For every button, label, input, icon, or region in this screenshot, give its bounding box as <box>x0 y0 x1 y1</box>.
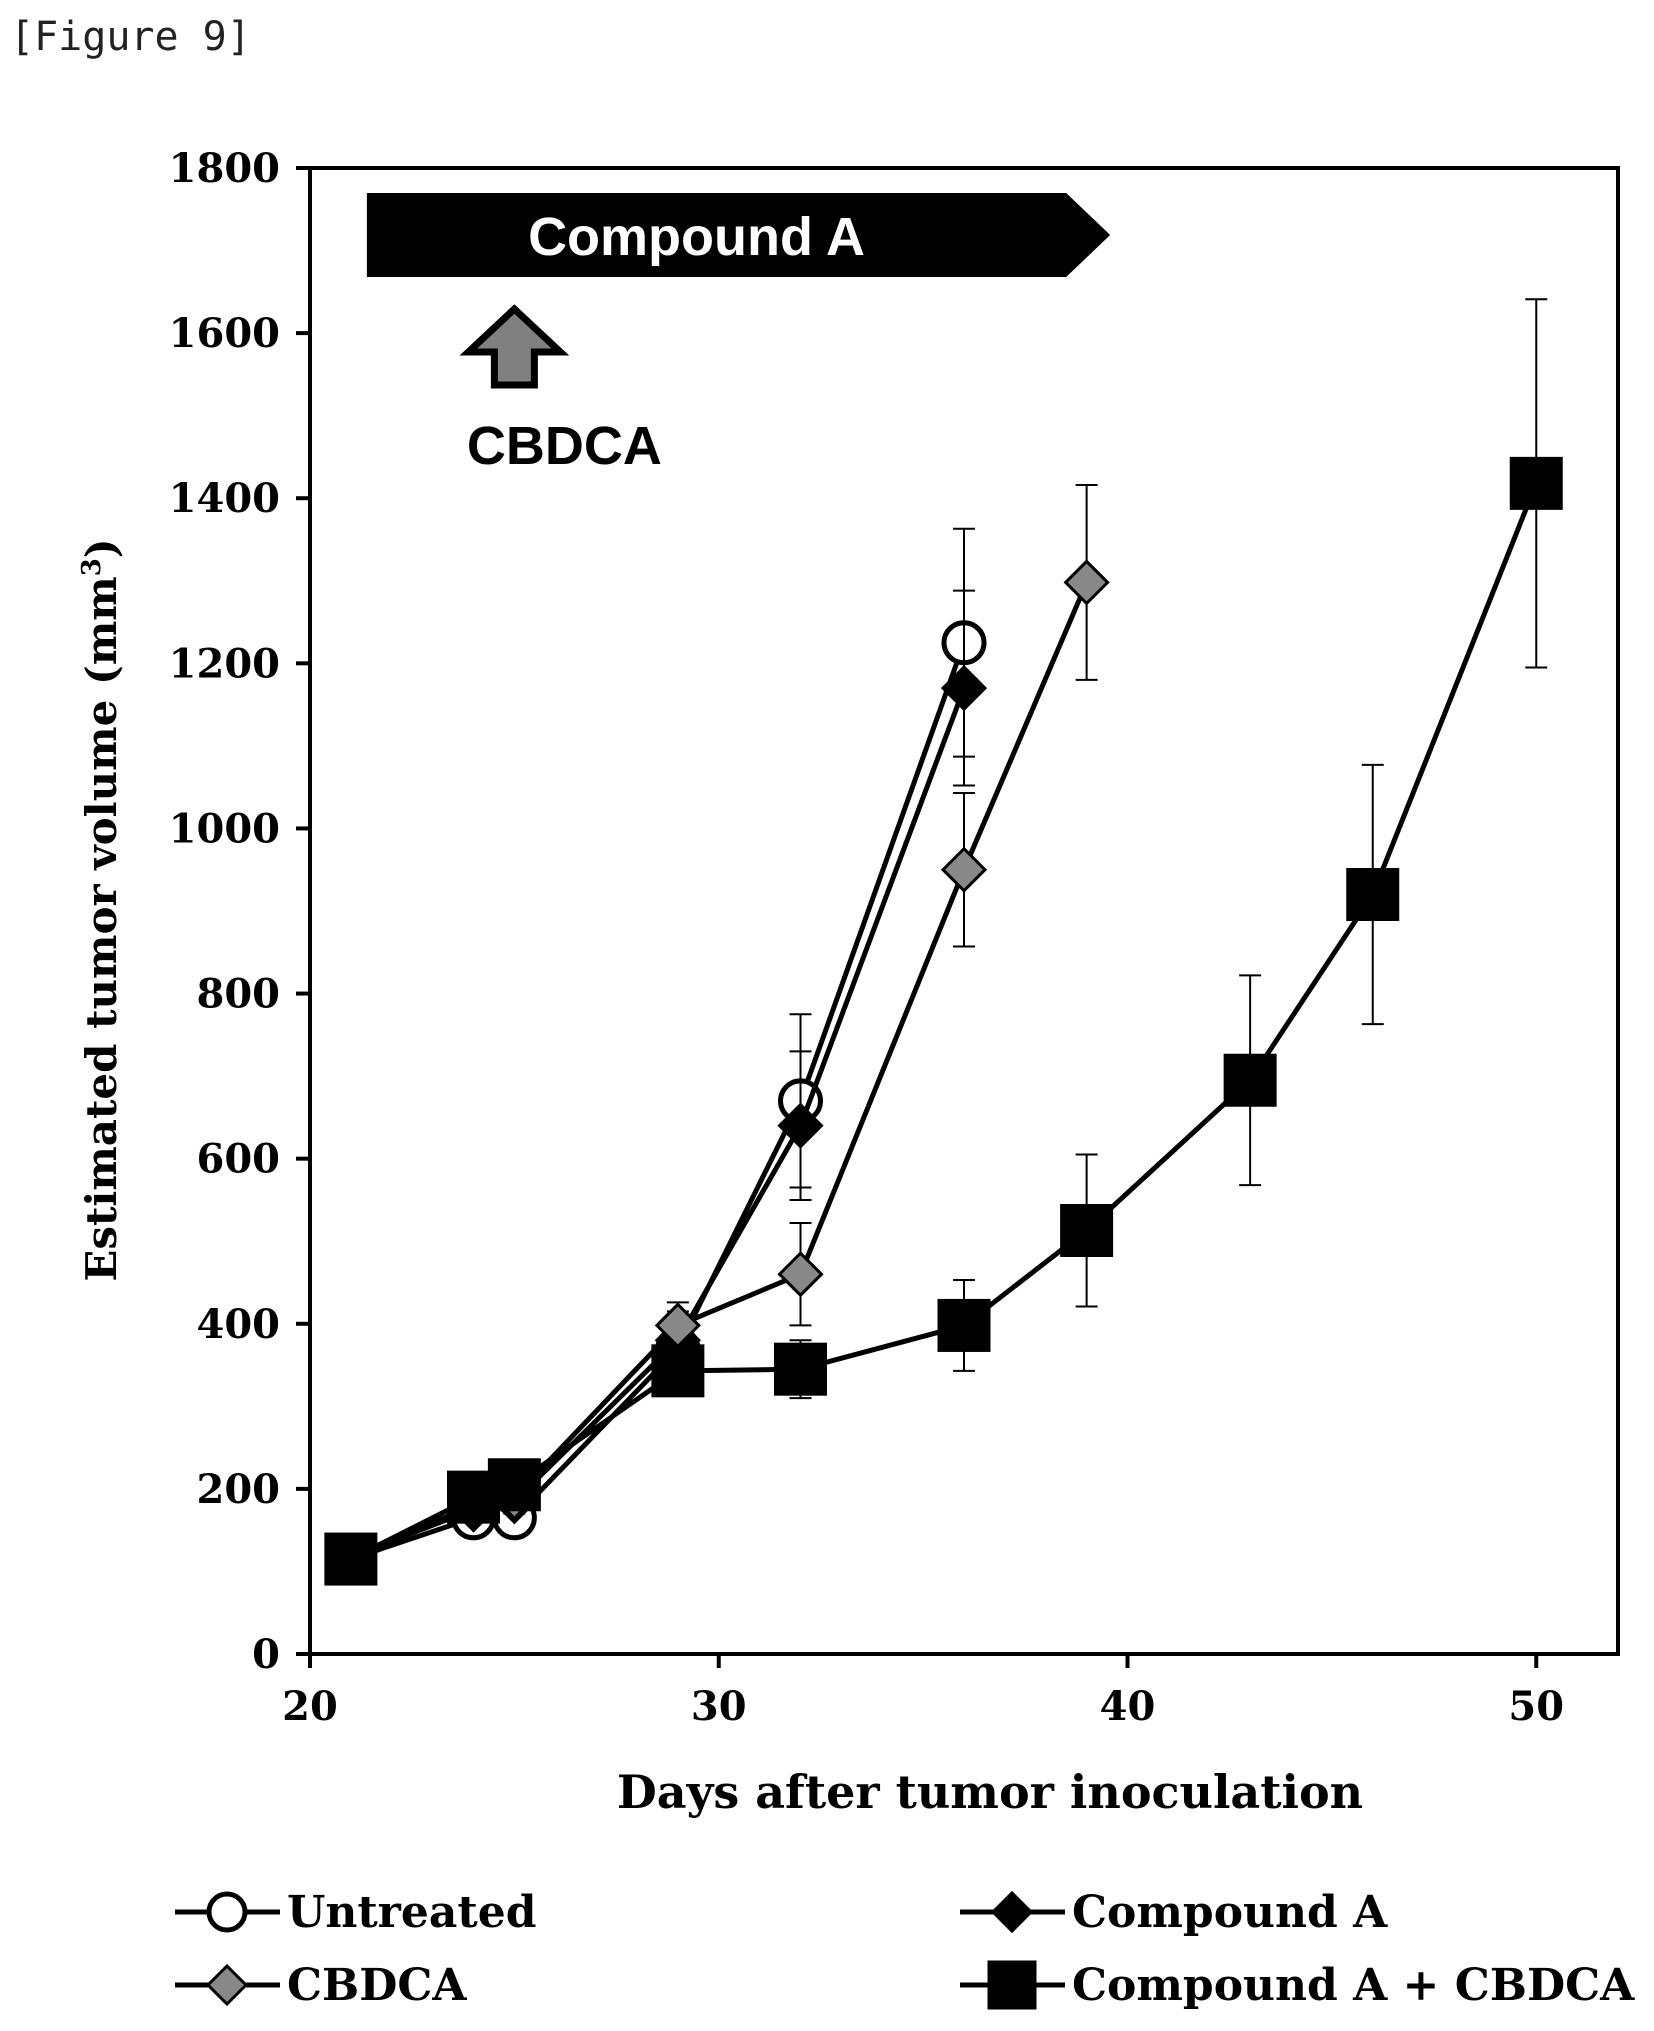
y-axis-title-main: Estimated tumor volume (mm <box>77 576 126 1281</box>
y-tick-label: 600 <box>197 1136 281 1183</box>
x-tick-label: 30 <box>691 1683 747 1730</box>
data-point <box>943 849 985 891</box>
y-tick-label: 1800 <box>169 145 280 192</box>
x-tick-label: 20 <box>282 1683 338 1730</box>
series-line <box>351 582 1087 1556</box>
y-tick-label: 1200 <box>169 640 280 687</box>
y-tick-label: 1400 <box>169 475 280 522</box>
series-untreated <box>331 529 984 1579</box>
data-point <box>776 1344 826 1394</box>
y-axis-title: Estimated tumor volume (mm3) <box>77 538 126 1281</box>
data-point <box>326 1534 376 1584</box>
x-axis-title: Days after tumor inoculation <box>617 1765 1363 1819</box>
legend-item: CBDCA <box>175 1960 467 2011</box>
legend-marker <box>208 1966 246 2004</box>
series-compound-a <box>330 591 985 1578</box>
series-cbdca <box>330 485 1108 1578</box>
legend-item: Untreated <box>175 1887 536 1938</box>
y-tick-label: 0 <box>252 1631 280 1678</box>
y-tick-label: 800 <box>197 971 281 1018</box>
data-point <box>1511 458 1561 508</box>
y-tick-label: 1000 <box>169 805 280 852</box>
series-compound-a-cbdca <box>326 299 1561 1584</box>
legend-label: Untreated <box>287 1887 536 1938</box>
legend-label: Compound A <box>1072 1887 1388 1938</box>
cbdca-dose-arrow-icon <box>468 309 560 385</box>
legend-marker <box>993 1893 1031 1931</box>
data-point <box>939 1300 989 1350</box>
data-point <box>1225 1055 1275 1105</box>
legend-item: Compound A + CBDCA <box>960 1960 1635 2011</box>
legend-marker <box>989 1962 1035 2008</box>
data-point <box>943 667 985 709</box>
y-axis-title-tail: ) <box>77 538 126 558</box>
legend-marker <box>209 1894 245 1930</box>
legend-item: Compound A <box>960 1887 1388 1938</box>
y-tick-label: 200 <box>197 1466 281 1513</box>
data-point <box>1066 561 1108 603</box>
y-axis-title-sup: 3 <box>77 558 107 576</box>
x-tick-label: 50 <box>1508 1683 1564 1730</box>
series-line <box>351 688 964 1556</box>
data-point <box>1348 869 1398 919</box>
y-tick-label: 400 <box>197 1301 281 1348</box>
legend-label: Compound A + CBDCA <box>1072 1960 1635 2011</box>
data-point <box>780 1253 822 1295</box>
y-tick-label: 1600 <box>169 310 280 357</box>
treatment-bar-label: Compound A <box>528 207 865 267</box>
legend-label: CBDCA <box>287 1960 467 2011</box>
data-point <box>653 1346 703 1396</box>
data-point <box>1062 1205 1112 1255</box>
data-point <box>489 1460 539 1510</box>
x-tick-label: 40 <box>1100 1683 1156 1730</box>
cbdca-dose-label: CBDCA <box>467 416 662 476</box>
